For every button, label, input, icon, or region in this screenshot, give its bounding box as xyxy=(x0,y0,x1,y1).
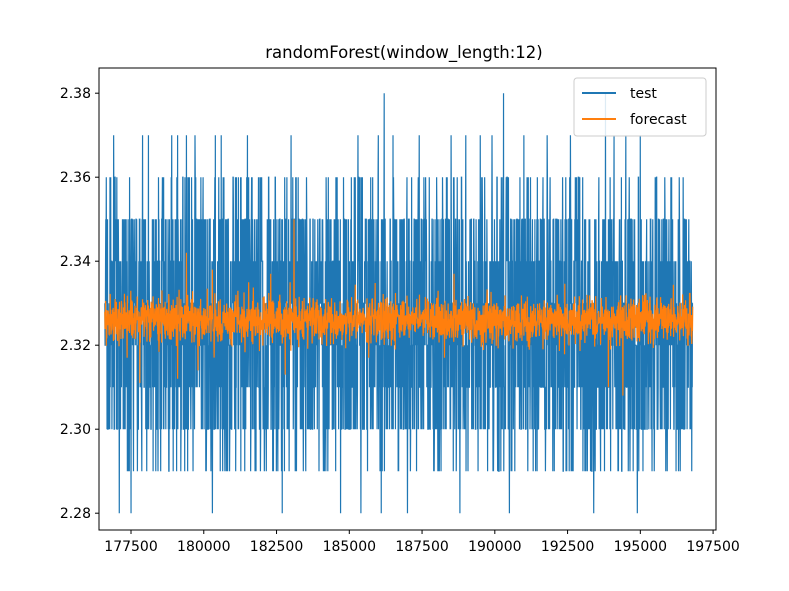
x-tick-label: 197500 xyxy=(686,539,739,555)
y-tick-label: 2.30 xyxy=(60,422,91,438)
plot-frame xyxy=(98,67,717,531)
x-tick-label: 185000 xyxy=(323,539,376,555)
series-line-forecast xyxy=(104,219,694,396)
axes-layer: 2.28 2.30 2.32 2.34 2.36 2.38 177500 180000 1825… xyxy=(60,86,740,555)
x-tick-label: 187500 xyxy=(395,539,448,555)
y-tick-label: 2.38 xyxy=(60,86,91,102)
legend-label-test: test xyxy=(630,86,657,102)
y-tick-label: 2.28 xyxy=(60,506,91,522)
x-tick-label: 182500 xyxy=(250,539,303,555)
legend: test forecast xyxy=(573,77,707,137)
x-tick-label: 195000 xyxy=(614,539,667,555)
series-line-test xyxy=(104,93,694,514)
chart-title: randomForest(window_length:12) xyxy=(265,43,543,63)
legend-label-forecast: forecast xyxy=(630,112,687,128)
x-tick-label: 192500 xyxy=(541,539,594,555)
y-tick-label: 2.32 xyxy=(60,338,91,354)
series-layer xyxy=(104,93,694,514)
y-tick-label: 2.36 xyxy=(60,170,91,186)
x-tick-label: 177500 xyxy=(104,539,157,555)
x-tick-label: 180000 xyxy=(177,539,230,555)
x-tick-label: 190000 xyxy=(468,539,521,555)
y-tick-label: 2.34 xyxy=(60,254,91,270)
